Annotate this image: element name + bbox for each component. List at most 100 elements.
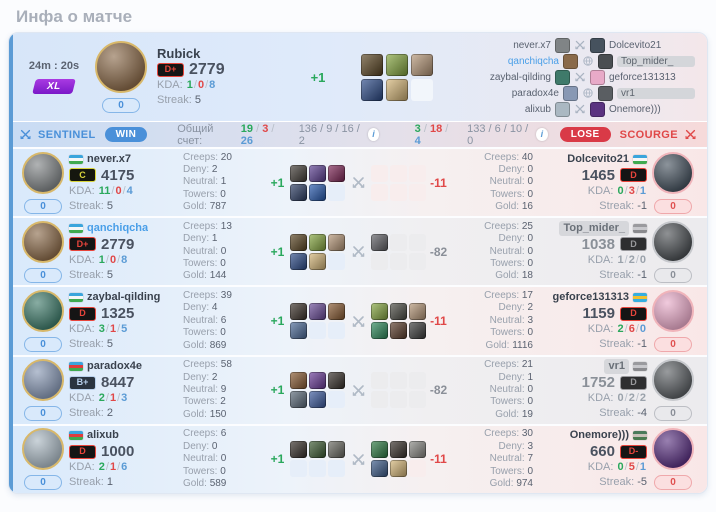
- hero-icon: [555, 101, 570, 117]
- item-slot: [390, 441, 407, 459]
- matchup-row: alixub Onemore))): [471, 101, 695, 117]
- towers-value: 0: [220, 258, 226, 269]
- player-name[interactable]: Dolcevito21: [567, 152, 629, 165]
- item-slot: [328, 303, 345, 320]
- rating-delta: +1: [270, 244, 285, 259]
- streak-value: -4: [637, 407, 647, 420]
- team-sentinel-label: SENTINEL: [38, 128, 96, 141]
- vs-swords-icon: [345, 452, 371, 467]
- assists: 6: [121, 461, 128, 474]
- hero-icon: [598, 53, 613, 69]
- player-name[interactable]: paradox4e: [87, 360, 143, 373]
- level-badge: 0: [24, 198, 62, 214]
- item-slot: [309, 441, 326, 459]
- player-name[interactable]: geforce131313: [552, 291, 629, 303]
- item-slot: [290, 164, 307, 182]
- player-stats: Creeps: 21 Deny: 1 Neutral: 0 Towers: 0 …: [484, 359, 533, 420]
- team-assists: 4: [414, 134, 421, 147]
- kda-label: KDA:: [587, 184, 614, 197]
- item-slot: [390, 303, 407, 320]
- neutral-value: 0: [527, 176, 533, 188]
- player-name[interactable]: Onemore))): [569, 429, 629, 442]
- rank-badge: D-: [620, 444, 647, 459]
- item-slot: [386, 53, 408, 76]
- item-slot: [371, 164, 388, 182]
- item-slot: [309, 303, 326, 320]
- item-slot: [328, 322, 345, 339]
- rank-badge: D: [620, 375, 647, 390]
- scourge-swords-icon: [684, 128, 697, 141]
- matchup-left-name[interactable]: zaybal-qilding: [489, 71, 551, 83]
- items-grid: [371, 164, 426, 201]
- kda-label: KDA:: [587, 461, 614, 474]
- hero-avatar: [22, 428, 64, 471]
- neutral-value: 7: [527, 453, 533, 465]
- player-row: 0 paradox4e B+ 8447 KDA: 2/1/3 Streak: 2…: [9, 354, 707, 424]
- rating-delta: +1: [270, 175, 285, 190]
- item-slot: [409, 303, 426, 320]
- player-row: 0 qanchiqcha D+ 2779 KDA: 1/0/8 Streak: …: [9, 216, 707, 286]
- item-slot: [390, 252, 407, 270]
- item-slot: [371, 183, 388, 201]
- matchup-left-name[interactable]: paradox4e: [511, 87, 559, 99]
- rank-badge: D+: [157, 62, 184, 77]
- rating-delta: -11: [430, 314, 447, 328]
- item-slot: [361, 78, 383, 101]
- deny-value: 0: [211, 440, 218, 452]
- player-name[interactable]: qanchiqcha: [87, 221, 149, 234]
- item-slot: [371, 322, 388, 339]
- kills: 11: [98, 184, 111, 197]
- hero-icon: [563, 85, 578, 101]
- kda-label: KDA:: [69, 253, 95, 266]
- player-row: 0 zaybal-qilding D 1325 KDA: 3/1/5 Strea…: [9, 285, 707, 355]
- item-slot: [309, 372, 326, 390]
- flag-icon: [69, 362, 83, 372]
- player-name[interactable]: alixub: [87, 429, 119, 442]
- matchup-left-name[interactable]: qanchiqcha: [507, 55, 559, 67]
- flag-icon: [633, 293, 647, 302]
- level-badge: 0: [654, 475, 692, 491]
- towers-value: 0: [220, 327, 226, 339]
- creeps-value: 6: [220, 428, 227, 440]
- page-title: Инфа о матче: [16, 7, 133, 26]
- player-name[interactable]: never.x7: [87, 152, 132, 165]
- matchup-left-name[interactable]: never.x7: [513, 39, 551, 51]
- streak-label: Streak:: [599, 199, 635, 212]
- kda-label: KDA:: [69, 392, 95, 405]
- towers-value: 0: [527, 465, 533, 477]
- item-slot: [409, 441, 426, 459]
- towers-value: 2: [220, 396, 226, 408]
- item-slot: [309, 183, 326, 201]
- player-name[interactable]: Top_mider_: [559, 220, 629, 236]
- deaths: 1: [109, 392, 117, 405]
- streak-value: 1: [106, 476, 114, 489]
- info-icon[interactable]: i: [367, 128, 380, 141]
- assists: 0: [639, 253, 646, 266]
- rating-value: 1325: [101, 305, 135, 322]
- match-header: 24m : 20s XL 0 Rubick D+ 2779 KDA: 1/0/8…: [9, 33, 707, 121]
- matchup-right-name[interactable]: Onemore))): [609, 103, 661, 115]
- items-grid: [290, 441, 345, 478]
- win-badge: WIN: [104, 127, 148, 142]
- matchup-right-name[interactable]: geforce131313: [609, 71, 676, 83]
- player-name[interactable]: vr1: [604, 359, 629, 375]
- towers-value: 0: [220, 188, 226, 200]
- info-icon[interactable]: i: [536, 128, 548, 141]
- item-slot: [328, 391, 345, 409]
- deaths: 1: [109, 461, 117, 474]
- item-slot: [390, 460, 407, 478]
- flag-icon: [69, 431, 83, 441]
- item-slot: [290, 233, 307, 251]
- matchup-right-name[interactable]: Top_mider_: [617, 55, 695, 67]
- player-name[interactable]: zaybal-qilding: [87, 291, 161, 303]
- hero-icon: [590, 69, 605, 85]
- item-slot: [390, 183, 407, 201]
- deaths: 2: [628, 392, 635, 405]
- level-badge: 0: [24, 337, 62, 352]
- kills: 1: [98, 253, 105, 266]
- matchup-left-name[interactable]: alixub: [524, 103, 551, 115]
- vs-swords-icon: [345, 244, 371, 259]
- player-rows: 0 never.x7 C 4175 KDA: 11/0/4 Streak: 5 …: [9, 147, 707, 493]
- matchup-right-name[interactable]: vr1: [617, 87, 695, 99]
- matchup-right-name[interactable]: Dolcevito21: [609, 39, 662, 51]
